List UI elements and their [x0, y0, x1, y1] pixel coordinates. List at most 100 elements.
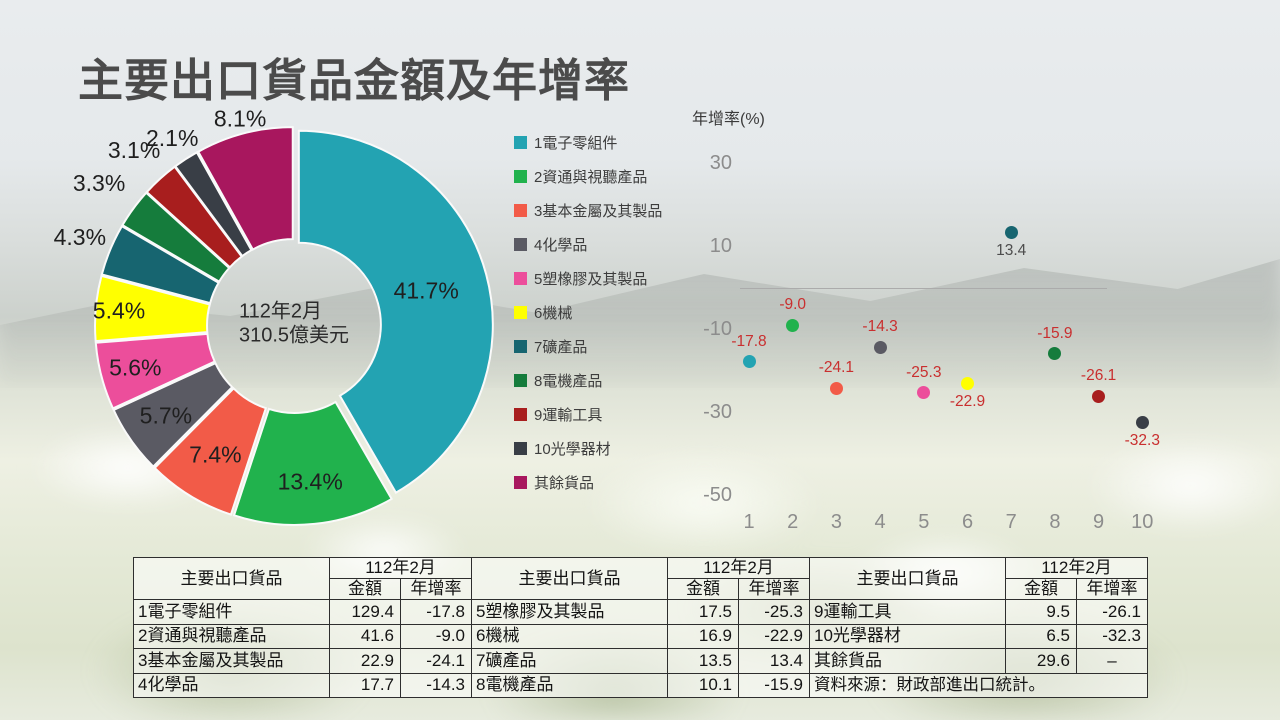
scatter-point	[1048, 347, 1062, 361]
legend-item: 2資通與視聽產品	[514, 169, 662, 186]
legend-swatch	[514, 475, 527, 489]
y-tick-label: -50	[703, 483, 732, 506]
table-row: 3基本金屬及其製品 22.9 -24.1	[132, 648, 472, 674]
scatter-point	[742, 355, 756, 369]
legend-swatch	[514, 441, 527, 455]
legend-swatch	[514, 237, 527, 251]
cell-amount: 6.5	[1005, 623, 1078, 649]
table-header-growth: 年增率	[1076, 578, 1148, 600]
donut-center-label: 112年2月 310.5億美元	[239, 300, 349, 347]
legend: 1電子零組件 2資通與視聽產品 3基本金屬及其製品 4化學品 5塑橡膠及其製品 6機械 7礦…	[514, 134, 662, 492]
cell-amount: 17.5	[667, 599, 740, 625]
scatter-point-label: -32.3	[1124, 432, 1160, 450]
y-tick-label: 10	[709, 234, 732, 257]
legend-item-label: 3基本金屬及其製品	[534, 202, 663, 220]
cell-growth: -32.3	[1076, 623, 1148, 649]
legend-swatch	[514, 135, 527, 149]
pie-slice-label: 41.7%	[394, 278, 459, 304]
cell-amount: 129.4	[329, 599, 402, 625]
cell-growth: -26.1	[1076, 599, 1148, 625]
legend-item-label: 4化學品	[534, 236, 588, 254]
legend-swatch	[514, 305, 527, 319]
pie-slice-label: 5.4%	[93, 297, 145, 323]
legend-item-label: 9運輸工具	[534, 406, 603, 424]
cell-product: 4化學品	[132, 672, 331, 698]
x-tick-label: 8	[1049, 511, 1061, 533]
y-tick-label: -10	[703, 317, 732, 340]
pie-slice	[100, 224, 220, 305]
pie-slice-label: 13.4%	[278, 469, 343, 495]
page-title: 主要出口貨品金額及年增率	[78, 55, 631, 106]
pie-slice	[297, 129, 494, 495]
scatter-plot: 年增率(%) 30 10 -10 -30 -50 1 -17.8 2 -9.0 3 -24.1 4 -1…	[688, 104, 1268, 544]
x-tick-label: 1	[743, 511, 755, 533]
cell-amount: 13.5	[667, 648, 740, 674]
pie-slice-label: 7.4%	[189, 441, 241, 467]
scatter-point	[961, 376, 974, 390]
cell-amount: 22.9	[329, 648, 402, 674]
cell-growth: -22.9	[738, 623, 810, 649]
cell-product: 7礦產品	[470, 648, 669, 674]
cell-amount: 17.7	[329, 672, 402, 698]
export-table: 主要出口貨品 112年2月 金額 年增率 9運輸工具 9.5 -26.1 10光學器材 6.5-…	[808, 557, 1148, 698]
pie-slice	[94, 274, 211, 343]
pie-slice-label: 8.1%	[214, 105, 266, 131]
pie-slice-label: 2.1%	[146, 125, 198, 151]
tables: 主要出口貨品 112年2月 金額 年增率 1電子零組件 129.4 -17.8 2資通與視聽產…	[132, 557, 1148, 698]
table-header-product: 主要出口貨品	[808, 557, 1007, 600]
x-tick-label: 9	[1093, 511, 1105, 533]
legend-item: 5塑橡膠及其製品	[514, 271, 662, 288]
table-header-period: 112年2月	[329, 557, 472, 579]
table-row: 9運輸工具 9.5 -26.1	[808, 599, 1148, 625]
cell-product: 2資通與視聽產品	[132, 623, 331, 649]
legend-item-label: 10光學器材	[534, 440, 611, 458]
cell-growth: 13.4	[738, 648, 810, 674]
scatter-point	[829, 381, 843, 395]
table-row: 4化學品 17.7 -14.3	[132, 672, 472, 698]
table-row: 其餘貨品 29.6–	[808, 648, 1148, 674]
cell-product: 3基本金屬及其製品	[132, 648, 331, 674]
legend-item-label: 其餘貨品	[534, 474, 595, 492]
table-header-growth: 年增率	[400, 578, 472, 600]
scatter-point-label: -15.9	[1037, 324, 1073, 342]
cell-amount: 29.6	[1005, 648, 1078, 674]
pie-slice	[94, 332, 217, 410]
cell-product: 1電子零組件	[132, 599, 331, 625]
legend-item: 7礦產品	[514, 339, 662, 356]
scatter-point-label: -17.8	[731, 332, 767, 350]
table-header-product: 主要出口貨品	[470, 557, 669, 600]
table-row: 7礦產品 13.5 13.4	[470, 648, 810, 674]
cell-growth: –	[1076, 648, 1148, 674]
pie-slice-label: 5.7%	[140, 403, 192, 429]
scatter-point	[1004, 225, 1018, 239]
scatter-point-label: -24.1	[818, 359, 855, 376]
legend-item: 9運輸工具	[514, 407, 662, 424]
pie-slice-label: 3.1%	[108, 137, 160, 163]
table-header-period: 112年2月	[667, 557, 810, 579]
table-source-row: 資料來源：財政部進出口統計。	[809, 672, 1148, 698]
export-table: 主要出口貨品 112年2月 金額 年增率 1電子零組件 129.4 -17.8 2資通與視聽產…	[132, 557, 472, 698]
cell-product: 5塑橡膠及其製品	[470, 599, 669, 625]
legend-swatch	[514, 169, 527, 183]
scatter-point-label: -22.9	[949, 393, 986, 411]
legend-swatch	[514, 339, 527, 353]
legend-item: 3基本金屬及其製品	[514, 203, 662, 220]
pie-slice-label: 5.6%	[109, 355, 161, 381]
data-source-note: 資料來源：財政部進出口統計。	[809, 672, 1148, 698]
legend-item-label: 8電機產品	[534, 372, 603, 390]
y-tick-label: -30	[703, 400, 732, 423]
cell-product: 10光學器材	[808, 623, 1007, 649]
pie-slice	[173, 150, 253, 258]
cell-amount: 16.9	[667, 623, 740, 649]
legend-swatch	[514, 203, 527, 217]
legend-item-label: 1電子零組件	[534, 134, 618, 152]
table-header-amount: 金額	[329, 578, 402, 600]
table-row: 1電子零組件 129.4 -17.8	[132, 599, 472, 625]
table-row: 10光學器材 6.5 -32.3	[808, 623, 1148, 649]
legend-swatch	[514, 407, 527, 421]
cell-amount: 9.5	[1005, 599, 1078, 625]
x-tick-label: 3	[830, 511, 842, 533]
scatter-point-label: -9.0	[779, 296, 807, 314]
scatter-point-label: -14.3	[862, 318, 898, 336]
table-header-period: 112年2月	[1005, 557, 1148, 579]
